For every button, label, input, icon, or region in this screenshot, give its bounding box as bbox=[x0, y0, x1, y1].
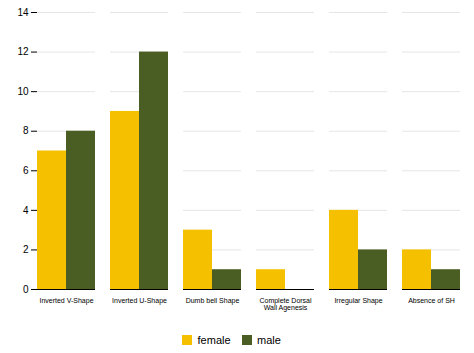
svg-text:Inverted U-Shape: Inverted U-Shape bbox=[112, 297, 167, 305]
svg-text:10: 10 bbox=[17, 86, 29, 97]
html-text:female: female bbox=[197, 333, 231, 346]
svg-text:Complete DorsalWall Agenesis: Complete DorsalWall Agenesis bbox=[259, 297, 312, 312]
svg-text:12: 12 bbox=[17, 46, 29, 57]
html-text:male: male bbox=[257, 333, 281, 346]
svg-text:8: 8 bbox=[23, 125, 29, 136]
svg-text:Inverted V-Shape: Inverted V-Shape bbox=[39, 297, 93, 305]
svg-text:6: 6 bbox=[23, 165, 29, 176]
svg-text:0: 0 bbox=[23, 284, 29, 295]
svg-text:14: 14 bbox=[17, 7, 29, 18]
svg-text:4: 4 bbox=[23, 205, 29, 216]
svg-text:Absence of SH: Absence of SH bbox=[408, 297, 455, 304]
svg-text:Irregular Shape: Irregular Shape bbox=[334, 297, 382, 305]
svg-text:2: 2 bbox=[23, 244, 29, 255]
svg-text:Dumb bell Shape: Dumb bell Shape bbox=[186, 297, 240, 305]
